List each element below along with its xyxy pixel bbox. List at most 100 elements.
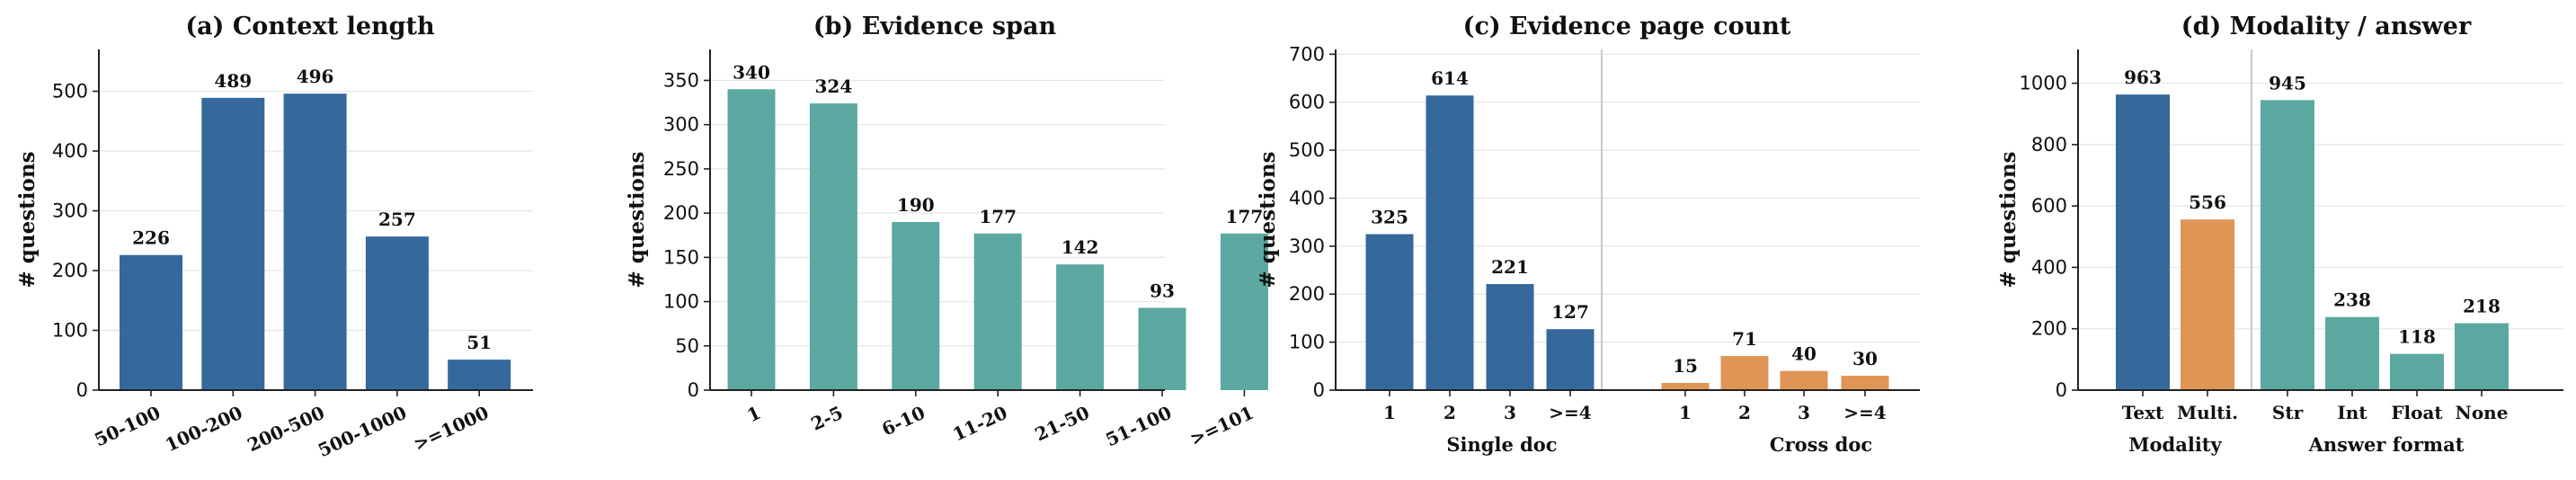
bar-answer-format-str [2261,100,2314,391]
bar-cross-doc-gte-4 [1841,375,1889,390]
bar-50-100 [120,254,182,390]
x-tick-label-cross-doc-1: 1 [1679,402,1692,423]
data-label-answer-format-none: 218 [2463,296,2500,317]
x-tick-label-single-doc-3: 3 [1504,402,1516,423]
bar-11-20 [973,233,1022,390]
y-tick-label: 250 [663,158,699,180]
data-label-2-5: 324 [815,76,853,97]
bar-cross-doc-2 [1720,356,1769,390]
bar-cross-doc-3 [1780,370,1828,390]
y-tick-label: 600 [1289,92,1325,113]
y-tick-label: 0 [688,379,699,401]
data-label-500-1000: 257 [378,209,416,230]
y-tick-label: 150 [663,246,699,268]
bar-single-doc-2 [1426,95,1474,391]
y-tick-label: 400 [2031,256,2067,278]
data-label-11-20: 177 [979,206,1017,227]
x-tick-label-modality-multi: Multi. [2177,402,2238,423]
x-tick-label-51-100: 51-100 [1102,402,1175,451]
y-axis-label: # questions [15,151,40,288]
data-label-gte-101: 177 [1226,206,1264,227]
x-tick-label-single-doc-gte-4: >=4 [1549,402,1592,423]
x-tick-label-single-doc-1: 1 [1383,402,1396,423]
y-tick-label: 350 [663,69,699,91]
x-tick-label-50-100: 50-100 [91,402,164,451]
x-tick-label-answer-format-int: Int [2337,402,2367,423]
y-tick-label: 300 [1289,236,1325,257]
y-tick-label: 200 [52,260,88,281]
x-tick-label-answer-format-str: Str [2272,402,2304,423]
x-tick-label-answer-format-none: None [2456,402,2509,423]
bar-500-1000 [365,236,429,390]
data-label-modality-text: 963 [2124,67,2162,88]
x-tick-label-cross-doc-3: 3 [1798,402,1810,423]
x-tick-label-gte-101: >=101 [1186,402,1257,450]
x-tick-label-6-10: 6-10 [878,402,928,440]
data-label-cross-doc-1: 15 [1673,355,1698,377]
panel-evidence-span: 0 50 100 150 200 250 300 350 (b) Evidence span # … [625,13,1268,450]
y-axis-label: # questions [1996,151,2021,288]
group-label-modality: Modality [2128,433,2222,456]
x-tick-label-modality-text: Text [2122,402,2164,423]
bar-2-5 [809,103,857,390]
x-tick-label-single-doc-2: 2 [1443,402,1456,423]
bar-single-doc-1 [1365,234,1414,390]
y-tick-label: 300 [663,114,699,136]
x-tick-label-gte-1000: >=1000 [410,402,492,455]
bar-cross-doc-1 [1661,382,1710,390]
data-label-modality-multi: 556 [2189,191,2226,213]
x-tick-label-2-5: 2-5 [808,402,847,435]
bar-200-500 [283,93,347,391]
y-tick-label: 0 [76,379,88,401]
y-tick-label: 100 [663,291,699,313]
bar-answer-format-float [2390,353,2444,390]
data-label-6-10: 190 [897,194,935,216]
chart-title: (a) Context length [185,13,435,40]
y-tick-label: 0 [2056,379,2067,401]
bar-single-doc-3 [1486,284,1534,390]
data-label-single-doc-gte-4: 127 [1551,301,1589,323]
y-tick-label: 400 [1289,187,1325,209]
data-label-gte-1000: 51 [466,332,492,353]
y-tick-label: 400 [52,140,88,162]
y-tick-label: 100 [52,320,88,342]
bar-51-100 [1138,307,1186,390]
bar-gte-101 [1220,233,1268,390]
y-tick-label: 200 [663,202,699,224]
y-tick-label: 200 [1289,283,1325,305]
group-label-cross-doc: Cross doc [1770,433,1872,456]
data-label-answer-format-str: 945 [2269,72,2306,93]
chart-title: (d) Modality / answer [2181,13,2472,40]
x-tick-label-100-200: 100-200 [162,402,245,457]
bar-answer-format-int [2325,316,2379,390]
bar-6-10 [892,221,940,390]
y-tick-label: 200 [2031,318,2067,340]
bar-answer-format-none [2455,323,2509,390]
bar-1 [727,89,776,390]
group-label-answer-format: Answer format [2308,433,2465,456]
data-label-cross-doc-gte-4: 30 [1852,348,1878,369]
bar-modality-multi [2181,219,2234,390]
y-tick-label: 0 [1313,379,1325,401]
bar-single-doc-gte-4 [1546,329,1594,390]
y-tick-label: 600 [2031,195,2067,217]
data-label-1: 340 [733,61,770,83]
x-tick-label-cross-doc-gte-4: >=4 [1843,402,1887,423]
group-label-single-doc: Single doc [1446,433,1557,456]
data-label-answer-format-float: 118 [2398,326,2436,348]
x-tick-label-1: 1 [743,402,764,427]
panel-context-length: 0 100 200 300 400 500 (a) Context length # ques… [15,13,533,461]
data-label-100-200: 489 [214,70,252,92]
data-label-cross-doc-3: 40 [1791,343,1817,365]
panel-modality-answer: 0 200 400 600 800 1000 (d) Modality / answer # … [1996,13,2563,456]
data-label-21-50: 142 [1061,236,1099,258]
data-label-answer-format-int: 238 [2333,289,2371,311]
x-tick-label-200-500: 200-500 [244,402,327,457]
x-tick-label-500-1000: 500-1000 [315,402,410,461]
data-label-cross-doc-2: 71 [1732,328,1757,350]
y-tick-label: 500 [1289,139,1325,161]
y-tick-label: 100 [1289,332,1325,353]
y-tick-label: 50 [675,335,699,357]
data-label-200-500: 496 [297,66,334,87]
